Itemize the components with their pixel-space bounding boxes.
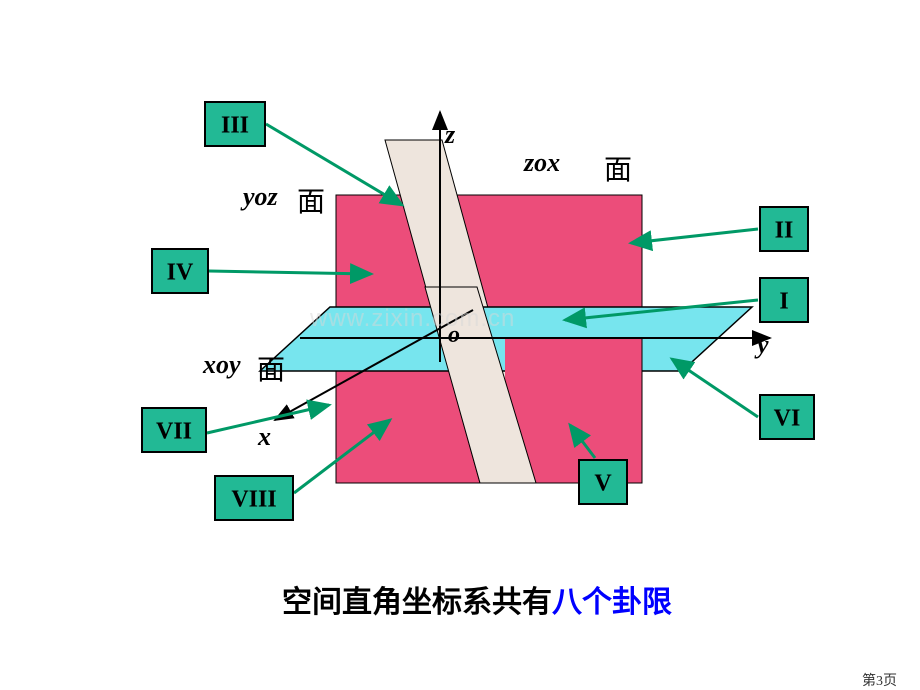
plane-label-zox: zox <box>524 148 560 178</box>
pointer-arrow <box>266 124 402 205</box>
watermark: www.zixin.com.cn <box>310 305 515 333</box>
caption-pre: 空间直角坐标系共有 <box>282 586 552 619</box>
roman-label: VIII <box>231 486 276 512</box>
pointer-arrow <box>672 359 758 417</box>
caption: 空间直角坐标系共有八个卦限 <box>282 577 672 621</box>
roman-label: IV <box>167 259 194 285</box>
axis-label-z: z <box>445 120 455 150</box>
page-number: 第3页 <box>862 670 897 690</box>
caption-highlight: 八个卦限 <box>552 586 672 619</box>
roman-label: II <box>775 217 794 243</box>
roman-label: I <box>779 288 788 314</box>
roman-label: III <box>221 112 249 138</box>
plane-label-xoy: xoy <box>203 350 241 380</box>
axis-label-x: x <box>258 422 271 452</box>
plane-label-zox-mian: 面 <box>604 148 632 188</box>
plane-label-yoz-mian: 面 <box>297 180 325 220</box>
roman-label: VI <box>774 405 801 431</box>
plane-label-xoy-mian: 面 <box>257 348 285 388</box>
roman-label: V <box>594 470 612 496</box>
plane-label-yoz: yoz <box>243 182 278 212</box>
axis-label-y: y <box>757 330 769 360</box>
pointer-arrow <box>631 229 758 243</box>
roman-label: VII <box>156 418 192 444</box>
